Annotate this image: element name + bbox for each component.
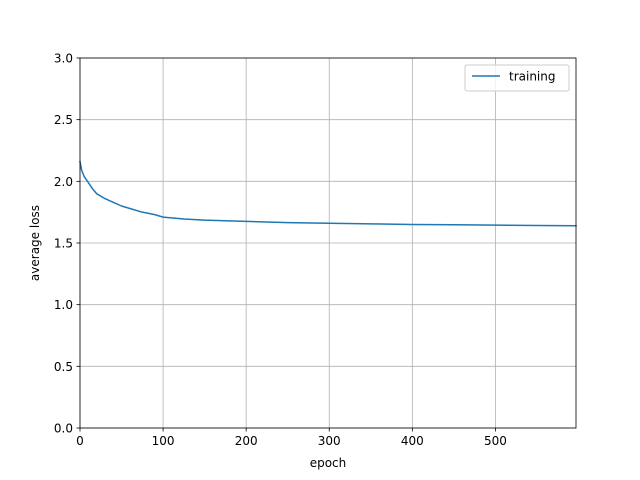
legend-box (464, 64, 570, 92)
y-axis-label: average loss (28, 205, 42, 281)
series-line-training (79, 160, 577, 227)
y-tick-label: 3.0 (54, 52, 73, 66)
x-tick-label: 300 (318, 434, 341, 448)
y-tick-label: 2.0 (54, 175, 73, 189)
series-layer (79, 160, 577, 227)
x-axis-label: epoch (310, 456, 347, 470)
y-tick-label: 0.0 (54, 422, 73, 436)
legend-label-training: training (509, 70, 556, 84)
x-tick-label: 500 (484, 434, 507, 448)
ticks: 0 100 200 300 400 500 0.0 0.5 1.0 1.5 2.0 2.5 3.0 (54, 52, 507, 449)
y-tick-label: 0.5 (54, 360, 73, 374)
y-tick-label: 1.5 (54, 237, 73, 251)
x-tick-label: 400 (401, 434, 424, 448)
y-tick-label: 2.5 (54, 113, 73, 127)
x-tick-label: 0 (76, 434, 84, 448)
legend: training (464, 64, 570, 92)
y-tick-label: 1.0 (54, 298, 73, 312)
x-tick-label: 200 (235, 434, 258, 448)
x-tick-label: 100 (152, 434, 175, 448)
